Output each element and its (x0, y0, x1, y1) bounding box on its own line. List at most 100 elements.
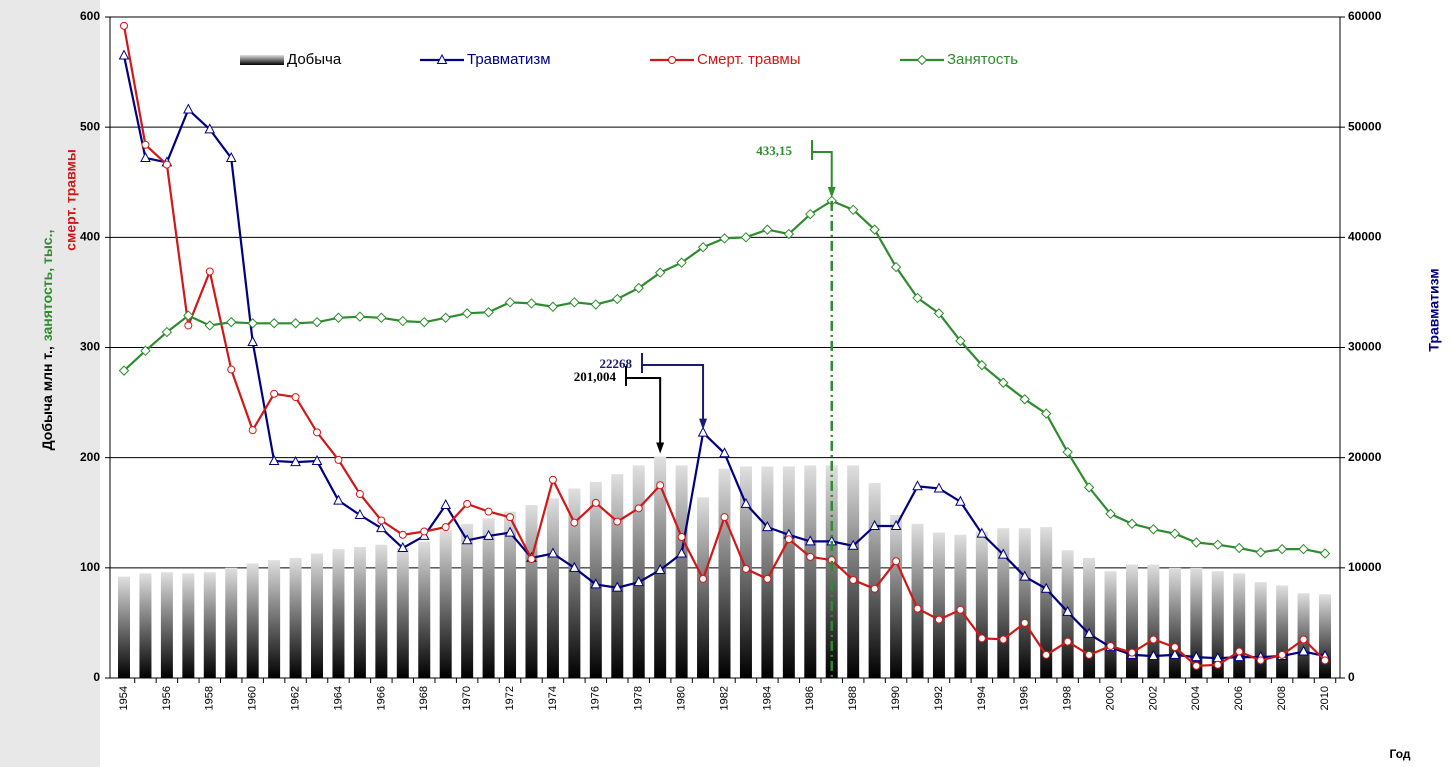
marker (611, 581, 623, 592)
legend-swatch (240, 55, 284, 65)
marker (1062, 605, 1073, 616)
bar (975, 531, 988, 678)
bar (353, 546, 366, 678)
marker (461, 534, 473, 545)
bar (504, 511, 517, 678)
legend-label: Смерт. травмы (697, 51, 801, 68)
bar (1125, 564, 1138, 678)
bar (932, 532, 945, 678)
bar (182, 573, 195, 678)
marker (1126, 518, 1138, 529)
marker (162, 160, 171, 169)
marker (869, 519, 880, 530)
x-tick-label: 1954 (118, 686, 130, 710)
bar (568, 488, 581, 678)
marker (354, 311, 366, 322)
y-tick-label: 100 (80, 560, 100, 574)
marker (1255, 547, 1266, 558)
marker (1299, 635, 1308, 644)
marker (311, 454, 323, 465)
marker (483, 307, 494, 318)
marker (762, 224, 773, 235)
annotation-arrow (811, 140, 833, 195)
marker (955, 335, 966, 347)
marker (590, 299, 602, 310)
bar (1104, 571, 1117, 678)
x-tick-label: 1970 (461, 686, 473, 710)
x-tick-label: 1976 (590, 686, 602, 710)
bar (311, 553, 324, 678)
y-axis-title-part: занятость, тыс., (39, 230, 55, 342)
marker (1170, 643, 1179, 652)
y2-tick-label: 10000 (1348, 560, 1382, 574)
marker (204, 123, 216, 134)
marker (1192, 661, 1201, 670)
marker (1148, 649, 1159, 660)
bar (1040, 527, 1053, 678)
marker (1105, 508, 1116, 520)
marker (719, 233, 730, 244)
bar (782, 466, 795, 678)
bar (1083, 557, 1096, 678)
y2-tick-label: 30000 (1348, 340, 1382, 354)
y-tick-label: 200 (80, 450, 100, 464)
bar (246, 563, 259, 678)
bar (375, 544, 388, 678)
bar (439, 530, 452, 678)
bar (632, 465, 645, 678)
bar (1147, 564, 1160, 678)
marker (654, 563, 666, 575)
bar (761, 466, 774, 678)
marker (225, 151, 237, 163)
marker (268, 454, 280, 465)
marker (720, 513, 729, 522)
marker (590, 578, 602, 589)
marker (227, 365, 236, 374)
bar (203, 572, 216, 678)
marker (420, 527, 429, 536)
marker (504, 297, 516, 308)
marker (740, 497, 752, 508)
marker (1040, 408, 1052, 419)
marker (270, 389, 279, 398)
marker (118, 365, 130, 376)
marker (1019, 570, 1031, 581)
bar (225, 567, 238, 678)
y-tick-label: 300 (80, 340, 100, 354)
marker (676, 257, 687, 268)
y-tick-label: 0 (93, 670, 100, 684)
x-tick-label: 2010 (1319, 686, 1331, 710)
marker (956, 605, 965, 614)
marker (634, 504, 643, 513)
marker (1040, 582, 1052, 593)
marker (290, 318, 301, 329)
bar (675, 465, 688, 678)
y-axis-title-part: смерт. травмы (63, 149, 79, 251)
marker (1042, 650, 1051, 659)
marker (783, 228, 795, 240)
bar (139, 573, 152, 678)
marker (1298, 543, 1309, 555)
legend-label: Занятость (947, 51, 1018, 68)
marker (248, 426, 257, 435)
marker (934, 615, 943, 624)
bar (268, 560, 281, 678)
marker (763, 574, 772, 583)
marker (677, 532, 686, 541)
marker (484, 507, 493, 516)
marker (440, 312, 451, 323)
marker (570, 518, 579, 527)
legend-label: Добыча (287, 51, 342, 68)
marker (699, 574, 708, 583)
marker (955, 495, 966, 506)
x-tick-label: 1974 (547, 686, 559, 710)
left-panel (0, 0, 100, 767)
marker (933, 482, 945, 493)
bar (525, 505, 538, 678)
marker (997, 548, 1009, 559)
marker (1063, 637, 1072, 646)
marker (506, 513, 515, 522)
marker (1321, 656, 1329, 665)
marker (591, 498, 600, 507)
bar (718, 468, 731, 678)
